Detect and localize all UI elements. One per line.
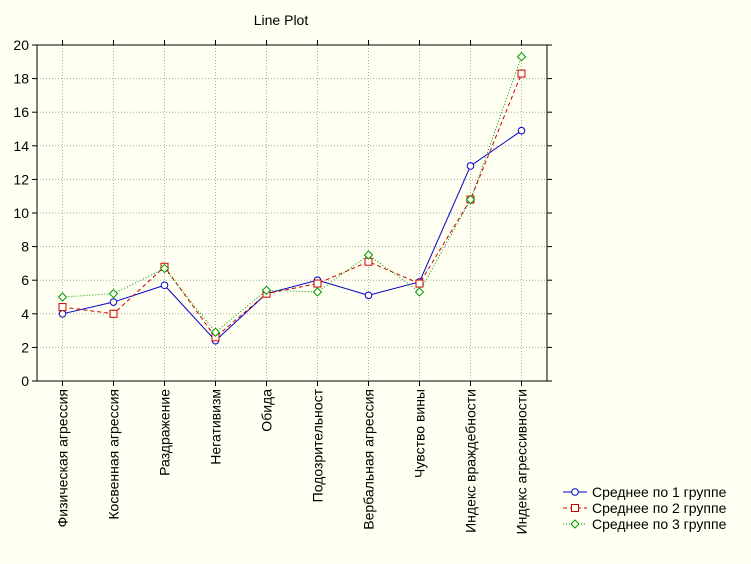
legend-label: Среднее по 1 группе (592, 484, 727, 500)
data-point (517, 126, 526, 135)
legend-marker (571, 504, 579, 512)
legend-item: Среднее по 1 группе (563, 484, 727, 500)
legend-item: Среднее по 3 группе (563, 516, 727, 532)
y-axis: 0 2 4 6 8 10 12 14 16 18 20 (13, 37, 552, 389)
legend-label: Среднее по 2 группе (592, 500, 727, 516)
y-tick-label: 14 (13, 138, 29, 154)
x-tick-label: Физическая агрессия (55, 389, 71, 527)
x-tick-label: Раздражение (157, 389, 173, 476)
data-point (109, 309, 118, 318)
data-point (516, 52, 527, 62)
series-group (57, 52, 527, 345)
data-point (465, 194, 476, 205)
y-tick-label: 0 (21, 373, 29, 389)
data-point (58, 310, 67, 318)
data-point (109, 298, 118, 306)
series-line (62, 56, 522, 333)
data-point (313, 279, 322, 288)
x-tick-label: Индекс враждебности (463, 389, 479, 533)
x-tick-label: Косвенная агрессия (106, 389, 122, 520)
grid (37, 45, 547, 381)
data-point (364, 291, 373, 300)
data-point (312, 287, 323, 297)
legend-label: Среднее по 3 группе (592, 516, 727, 532)
y-tick-label: 10 (13, 205, 29, 221)
x-tick-label: Негативизм (208, 389, 224, 465)
y-tick-label: 8 (21, 239, 29, 255)
x-axis: Физическая агрессия Косвенная агрессия Раз… (55, 40, 530, 534)
legend-item: Среднее по 2 группе (563, 500, 727, 516)
data-point (414, 287, 425, 297)
data-point (159, 263, 170, 274)
chart-title: Line Plot (254, 12, 309, 28)
data-point (160, 281, 169, 290)
data-point (210, 327, 221, 337)
y-tick-label: 20 (13, 37, 29, 53)
data-point (57, 292, 68, 302)
y-tick-label: 18 (13, 71, 29, 87)
x-tick-label: Чувство вины (412, 389, 428, 478)
y-tick-label: 2 (21, 339, 29, 355)
data-point (108, 288, 119, 299)
data-point (517, 69, 526, 78)
series-1 (58, 126, 526, 345)
legend-marker (570, 519, 580, 529)
x-tick-label: Вербальная агрессия (361, 389, 377, 530)
y-tick-label: 12 (13, 171, 29, 187)
series-2 (58, 69, 526, 342)
series-line (62, 73, 522, 339)
series-3 (57, 52, 527, 337)
y-tick-label: 6 (21, 272, 29, 288)
legend-marker (571, 488, 579, 496)
data-point (415, 279, 424, 288)
y-tick-label: 4 (21, 306, 29, 322)
data-point (466, 162, 475, 170)
data-point (261, 285, 272, 295)
x-tick-label: Подозрительност (310, 388, 326, 502)
x-tick-label: Обида (259, 389, 275, 432)
data-point (363, 250, 374, 260)
x-tick-label: Индекс агрессивности (514, 389, 530, 534)
series-line (62, 130, 522, 342)
y-tick-label: 16 (13, 104, 29, 120)
data-point (58, 303, 67, 312)
